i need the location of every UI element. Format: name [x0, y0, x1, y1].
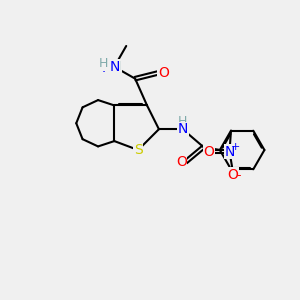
Text: O: O [227, 168, 238, 182]
Text: N: N [178, 122, 188, 136]
Text: -: - [237, 169, 241, 182]
Text: N: N [224, 145, 235, 158]
Text: O: O [203, 145, 214, 158]
Text: N: N [102, 61, 112, 75]
Text: N: N [109, 60, 119, 74]
Text: S: S [134, 143, 142, 157]
Text: H: H [178, 115, 188, 128]
Text: O: O [158, 66, 169, 80]
Text: O: O [176, 155, 187, 169]
Text: H: H [99, 57, 109, 70]
Text: H: H [112, 60, 122, 73]
Text: +: + [231, 142, 240, 152]
